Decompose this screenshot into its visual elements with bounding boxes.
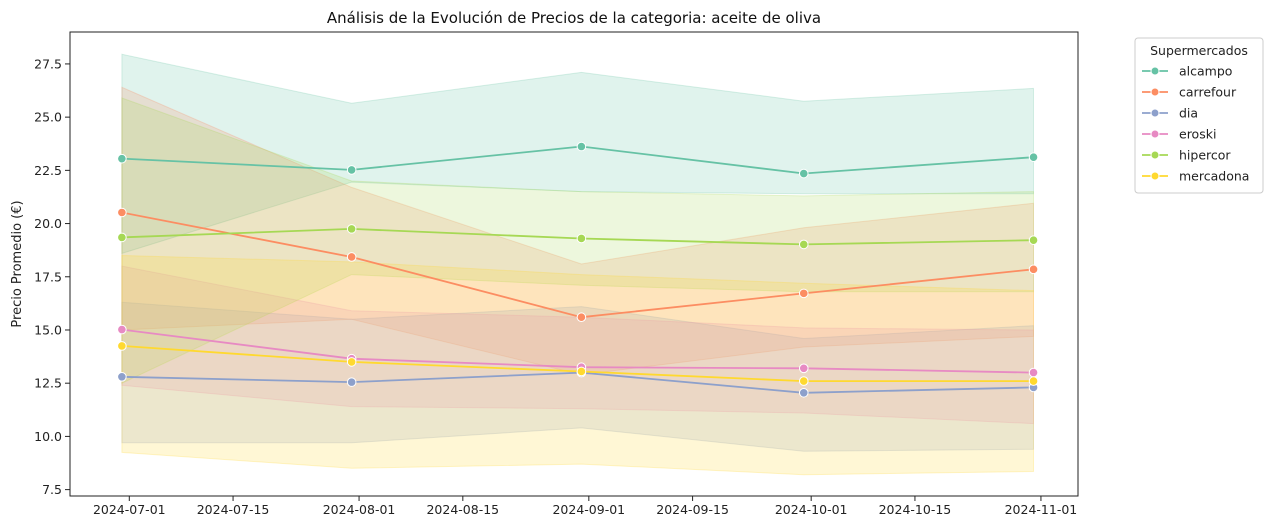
y-tick-label: 20.0 — [34, 216, 62, 231]
point-alcampo-0 — [117, 153, 127, 164]
point-alcampo-3 — [798, 168, 809, 179]
point-hipercor-4 — [1028, 235, 1039, 245]
point-hipercor-3 — [798, 239, 809, 250]
x-tick-label: 2024-09-15 — [656, 502, 729, 517]
x-tick-label: 2024-07-01 — [93, 502, 166, 517]
legend-item-alcampo: alcampo — [1142, 64, 1232, 79]
legend-item-dia: dia — [1142, 106, 1198, 121]
y-tick-label: 17.5 — [34, 269, 62, 284]
point-mercadona-4 — [1028, 376, 1039, 386]
legend-marker — [1150, 66, 1160, 76]
y-axis-label: Precio Promedio (€) — [10, 200, 25, 327]
point-hipercor-2 — [576, 233, 587, 244]
y-tick-label: 10.0 — [34, 429, 62, 444]
plot-area-frame — [69, 31, 1079, 497]
legend-title: Supermercados — [1150, 43, 1248, 58]
chart-title: Análisis de la Evolución de Precios de l… — [327, 9, 821, 27]
point-mercadona-3 — [798, 376, 809, 386]
x-tick-label: 2024-10-15 — [879, 502, 952, 517]
point-carrefour-3 — [798, 288, 809, 299]
x-tick-label: 2024-08-15 — [426, 502, 499, 517]
point-carrefour-0 — [117, 207, 127, 218]
point-mercadona-2 — [576, 366, 587, 377]
x-tick-label: 2024-07-15 — [197, 502, 270, 517]
y-tick-label: 22.5 — [34, 163, 62, 178]
legend-label: alcampo — [1179, 64, 1232, 79]
y-tick-label: 7.5 — [42, 482, 62, 497]
legend-marker — [1150, 108, 1160, 118]
point-dia-0 — [117, 372, 127, 382]
series-markers — [117, 141, 1039, 398]
point-hipercor-0 — [117, 232, 127, 243]
legend-items: alcampo carrefour dia eroski hipercor mercado… — [1142, 64, 1249, 184]
y-tick-label: 15.0 — [34, 322, 62, 337]
point-alcampo-1 — [346, 165, 357, 175]
legend-item-hipercor: hipercor — [1142, 148, 1231, 163]
band-carrefour — [121, 86, 1034, 376]
point-alcampo-4 — [1028, 152, 1039, 162]
legend-label: dia — [1179, 106, 1198, 121]
legend: Supermercados alcampo carrefour dia eroski h… — [1134, 37, 1264, 194]
point-carrefour-2 — [576, 312, 587, 323]
y-axis: 7.5 10.0 12.5 15.0 17.5 20.0 22.5 25.0 27.5 — [34, 56, 70, 497]
legend-marker — [1150, 150, 1160, 160]
point-dia-3 — [798, 387, 809, 398]
point-hipercor-1 — [346, 224, 357, 234]
point-carrefour-1 — [346, 252, 357, 262]
point-eroski-0 — [117, 324, 127, 335]
point-dia-1 — [346, 377, 357, 387]
legend-item-eroski: eroski — [1142, 127, 1216, 142]
y-tick-label: 12.5 — [34, 376, 62, 391]
legend-marker — [1150, 87, 1160, 97]
legend-label: carrefour — [1179, 85, 1237, 100]
x-tick-label: 2024-09-01 — [552, 502, 625, 517]
x-tick-label: 2024-08-01 — [323, 502, 396, 517]
legend-label: eroski — [1179, 127, 1216, 142]
band-dia — [121, 301, 1034, 452]
point-mercadona-1 — [346, 357, 357, 367]
point-eroski-4 — [1028, 367, 1039, 378]
legend-marker — [1150, 129, 1160, 139]
y-tick-label: 27.5 — [34, 56, 62, 71]
legend-item-carrefour: carrefour — [1142, 85, 1237, 100]
point-carrefour-4 — [1028, 264, 1039, 275]
confidence-bands — [121, 53, 1034, 476]
y-tick-label: 25.0 — [34, 110, 62, 125]
x-axis: 2024-07-01 2024-07-15 2024-08-01 2024-08-15… — [93, 496, 1077, 517]
legend-label: hipercor — [1179, 148, 1231, 163]
x-tick-label: 2024-11-01 — [1005, 502, 1078, 517]
band-alcampo — [121, 53, 1034, 255]
point-eroski-3 — [798, 363, 809, 374]
point-mercadona-0 — [117, 341, 127, 351]
legend-label: mercadona — [1179, 169, 1249, 184]
legend-marker — [1150, 171, 1160, 181]
legend-item-mercadona: mercadona — [1142, 169, 1249, 184]
x-tick-label: 2024-10-01 — [775, 502, 848, 517]
point-alcampo-2 — [576, 141, 587, 152]
